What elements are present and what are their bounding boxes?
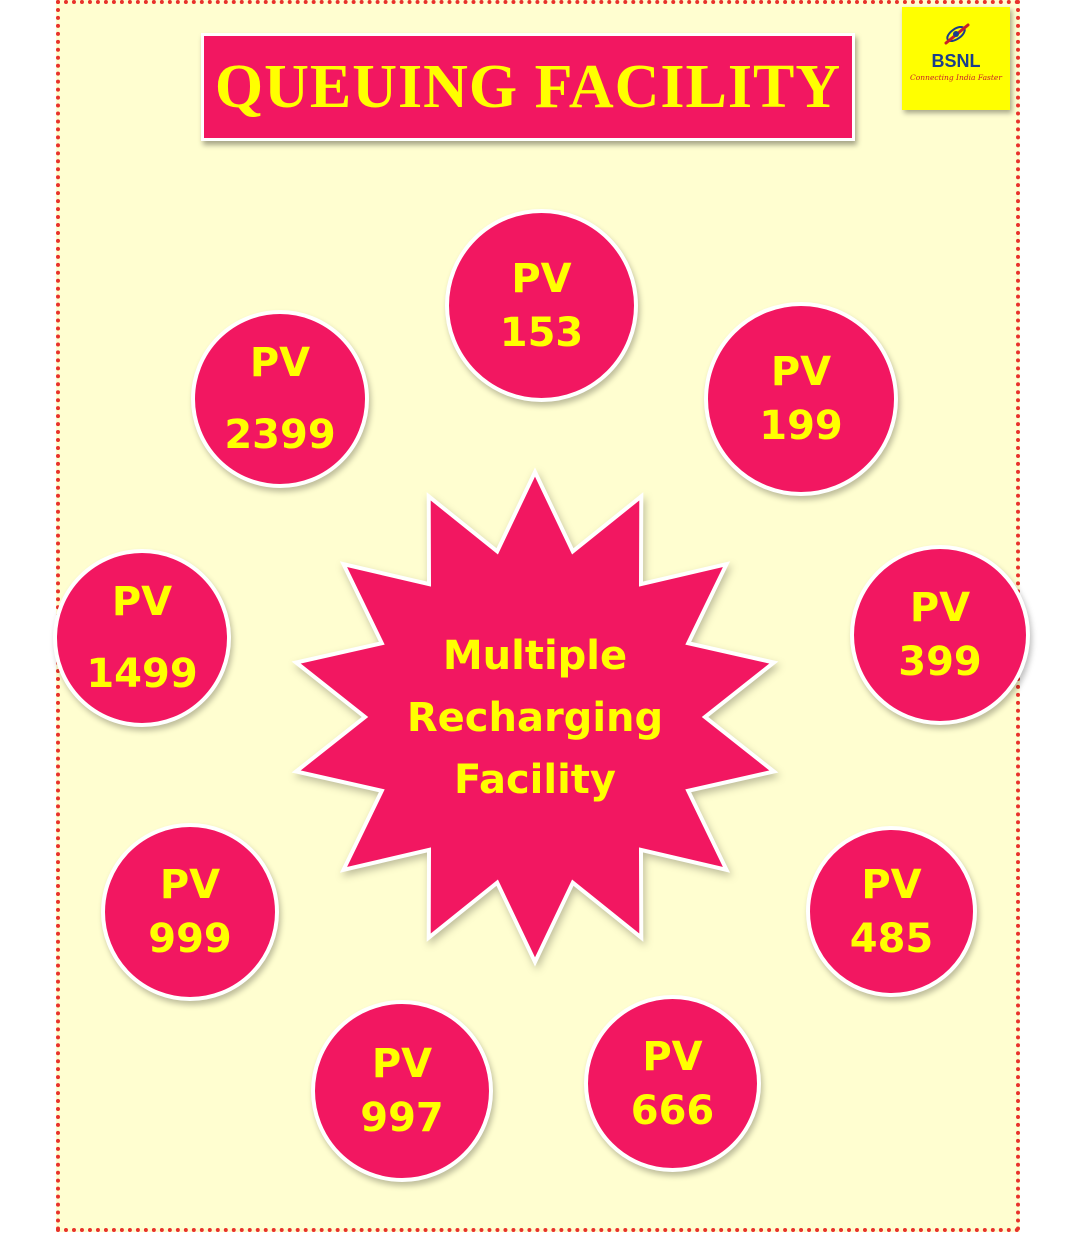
- plan-value: 485: [849, 915, 934, 962]
- plan-prefix: PV: [159, 862, 221, 908]
- plan-prefix: PV: [511, 255, 572, 302]
- logo-tagline: Connecting India Faster: [910, 73, 1002, 82]
- plan-value: 999: [148, 916, 232, 962]
- plan-bubble-153: PV 153: [445, 209, 638, 402]
- plan-value: 2399: [224, 412, 336, 458]
- plan-bubble-1499: PV 1499: [53, 549, 231, 727]
- plan-prefix: PV: [371, 1041, 433, 1087]
- starburst-shape: [291, 467, 779, 967]
- plan-value: 399: [898, 639, 982, 685]
- plan-bubble-485: PV 485: [806, 826, 977, 997]
- plan-bubble-199: PV 199: [704, 302, 898, 496]
- plan-value: 1499: [86, 651, 198, 697]
- plan-value: 153: [499, 309, 584, 356]
- plan-bubble-999: PV 999: [101, 823, 279, 1001]
- plan-value: 997: [360, 1095, 444, 1141]
- center-label-line-2: Recharging: [406, 695, 664, 741]
- plan-bubble-666: PV 666: [584, 995, 761, 1172]
- plan-prefix: PV: [249, 340, 311, 386]
- center-label-line-3: Facility: [453, 757, 616, 803]
- plan-bubble-399: PV 399: [850, 545, 1030, 725]
- logo-name: BSNL: [931, 51, 981, 71]
- plan-prefix: PV: [111, 579, 173, 625]
- plan-value: 199: [759, 403, 843, 449]
- center-label: Multiple Recharging Facility: [385, 625, 685, 811]
- page-title: QUEUING FACILITY: [214, 52, 842, 121]
- plan-value: 666: [630, 1087, 715, 1134]
- bsnl-logo-icon: [944, 23, 970, 45]
- bsnl-logo: BSNL Connecting India Faster: [902, 7, 1010, 110]
- plan-prefix: PV: [770, 349, 832, 395]
- plan-bubble-997: PV 997: [311, 1000, 493, 1182]
- plan-prefix: PV: [861, 861, 922, 908]
- center-label-line-1: Multiple: [442, 633, 628, 679]
- plan-prefix: PV: [642, 1033, 703, 1080]
- plan-prefix: PV: [909, 585, 971, 631]
- title-banner: QUEUING FACILITY: [201, 33, 855, 141]
- plan-bubble-2399: PV 2399: [191, 310, 369, 488]
